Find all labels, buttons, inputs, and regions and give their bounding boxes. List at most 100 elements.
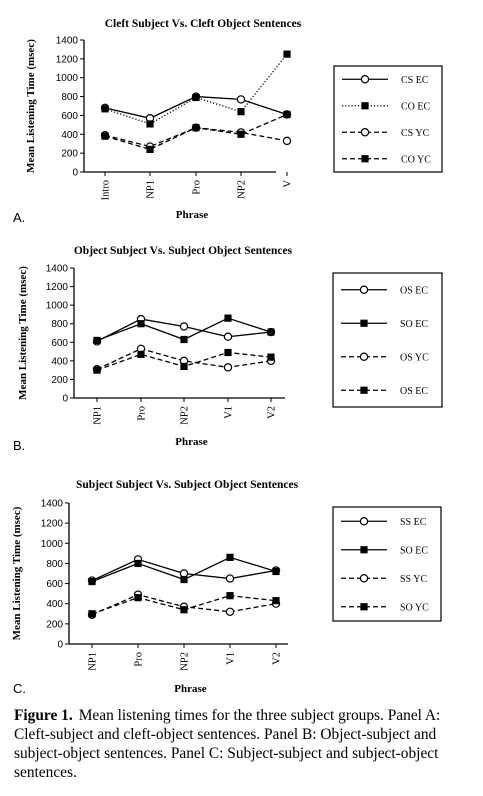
y-tick-label: 1200 — [56, 54, 79, 65]
panel-label: A. — [13, 210, 25, 225]
chart-panel-a: Cleft Subject Vs. Cleft Object Sentences… — [13, 18, 443, 225]
y-tick-label: 600 — [51, 338, 68, 349]
data-point — [223, 363, 233, 372]
y-tick-label: 400 — [61, 130, 78, 141]
x-tick-label: V2 — [267, 406, 278, 419]
data-point — [283, 50, 291, 58]
data-point — [223, 332, 233, 341]
data-point — [180, 606, 188, 614]
data-point — [179, 322, 189, 331]
y-tick-label: 200 — [61, 149, 78, 160]
data-point — [180, 575, 188, 584]
legend-label: CS EC — [401, 75, 429, 86]
data-point — [134, 594, 142, 602]
y-tick-label: 1000 — [41, 539, 64, 550]
legend: OS EC SO EC OS YC OS EC — [332, 272, 443, 408]
data-point — [146, 120, 154, 128]
legend-frame — [332, 272, 443, 408]
x-tick-label: NP2 — [237, 180, 248, 199]
data-point — [267, 353, 275, 361]
series-line — [96, 348, 272, 370]
legend-label: SO EC — [400, 319, 428, 330]
data-point — [224, 314, 232, 322]
legend-marker — [359, 285, 369, 294]
y-tick-label: 200 — [46, 619, 63, 630]
data-point — [146, 145, 154, 153]
legend-label: SS YC — [400, 574, 427, 585]
data-point — [101, 132, 109, 140]
data-point — [88, 610, 96, 618]
y-tick-label: 1200 — [41, 519, 64, 530]
legend-marker — [360, 319, 368, 327]
legend-label: CS YC — [401, 128, 430, 139]
data-point — [236, 95, 246, 104]
y-tick-label: 0 — [57, 640, 63, 651]
legend-label: OS EC — [400, 386, 428, 397]
y-axis-title: Mean Listening Time (msec) — [25, 39, 37, 173]
y-tick-label: 600 — [46, 579, 63, 590]
data-point — [237, 108, 245, 116]
y-tick-label: 0 — [62, 394, 68, 405]
y-tick-label: 1000 — [46, 301, 69, 312]
x-tick-label: V1 — [226, 652, 237, 665]
y-tick-label: 1400 — [46, 264, 69, 275]
data-point — [237, 130, 245, 138]
legend-marker — [360, 546, 368, 554]
legend-label: SO EC — [400, 545, 428, 556]
legend-marker — [361, 102, 369, 110]
data-point — [93, 366, 101, 374]
legend-marker — [359, 352, 369, 361]
data-point — [137, 350, 145, 358]
x-tick-label: V1 — [224, 406, 235, 419]
figure-caption: Figure 1. Mean listening times for the th… — [14, 706, 444, 782]
chart-title: Subject Subject Vs. Subject Object Sente… — [76, 479, 299, 491]
y-axis-title: Mean Listening Time (msec) — [17, 266, 29, 400]
y-tick-label: 0 — [72, 168, 78, 179]
chart-title: Cleft Subject Vs. Cleft Object Sentences — [105, 18, 302, 30]
legend: CS EC CO EC CS YC CO YC — [333, 65, 443, 173]
y-tick-label: 400 — [51, 356, 68, 367]
data-point — [137, 320, 145, 328]
data-point — [88, 577, 96, 586]
legend-label: OS YC — [400, 352, 429, 363]
data-point — [101, 105, 109, 113]
figure: Cleft Subject Vs. Cleft Object Sentences… — [11, 18, 443, 696]
data-point — [272, 567, 280, 576]
y-tick-label: 1400 — [56, 36, 79, 47]
data-point — [224, 348, 232, 357]
legend-label: CO YC — [401, 154, 431, 165]
x-tick-label: V — [283, 180, 294, 188]
y-tick-label: 800 — [61, 92, 78, 103]
x-axis-title: Phrase — [175, 436, 208, 448]
x-tick-label: Pro — [192, 180, 203, 195]
data-point — [180, 362, 188, 371]
x-axis-title: Phrase — [176, 209, 209, 221]
chart-panel-b: Object Subject Vs. Subject Object Senten… — [13, 245, 443, 453]
legend-label: SO YC — [400, 602, 429, 613]
x-tick-label: NP2 — [180, 652, 191, 671]
data-point — [192, 93, 200, 102]
legend-label: OS EC — [400, 285, 428, 296]
legend-marker — [360, 386, 368, 394]
legend-frame — [333, 65, 443, 173]
panel-label: C. — [13, 681, 26, 696]
y-tick-label: 600 — [61, 111, 78, 122]
chart-title: Object Subject Vs. Subject Object Senten… — [74, 245, 293, 257]
chart-panel-c: Subject Subject Vs. Subject Object Sente… — [11, 479, 442, 696]
legend-marker — [360, 603, 368, 611]
data-point — [272, 597, 280, 605]
y-tick-label: 200 — [51, 375, 68, 386]
legend-marker — [360, 128, 370, 137]
x-tick-label: Pro — [137, 406, 148, 421]
data-point — [282, 136, 292, 146]
y-tick-label: 800 — [51, 319, 68, 330]
legend-marker — [359, 574, 369, 583]
data-point — [93, 336, 101, 345]
x-axis-title: Phrase — [174, 683, 207, 695]
legend: SS EC SO EC SS YC SO YC — [332, 506, 442, 622]
data-point — [134, 559, 142, 568]
panel-label: B. — [13, 438, 25, 453]
legend-label: SS EC — [400, 517, 427, 528]
y-tick-label: 1400 — [41, 499, 64, 510]
x-tick-label: V2 — [272, 652, 283, 665]
